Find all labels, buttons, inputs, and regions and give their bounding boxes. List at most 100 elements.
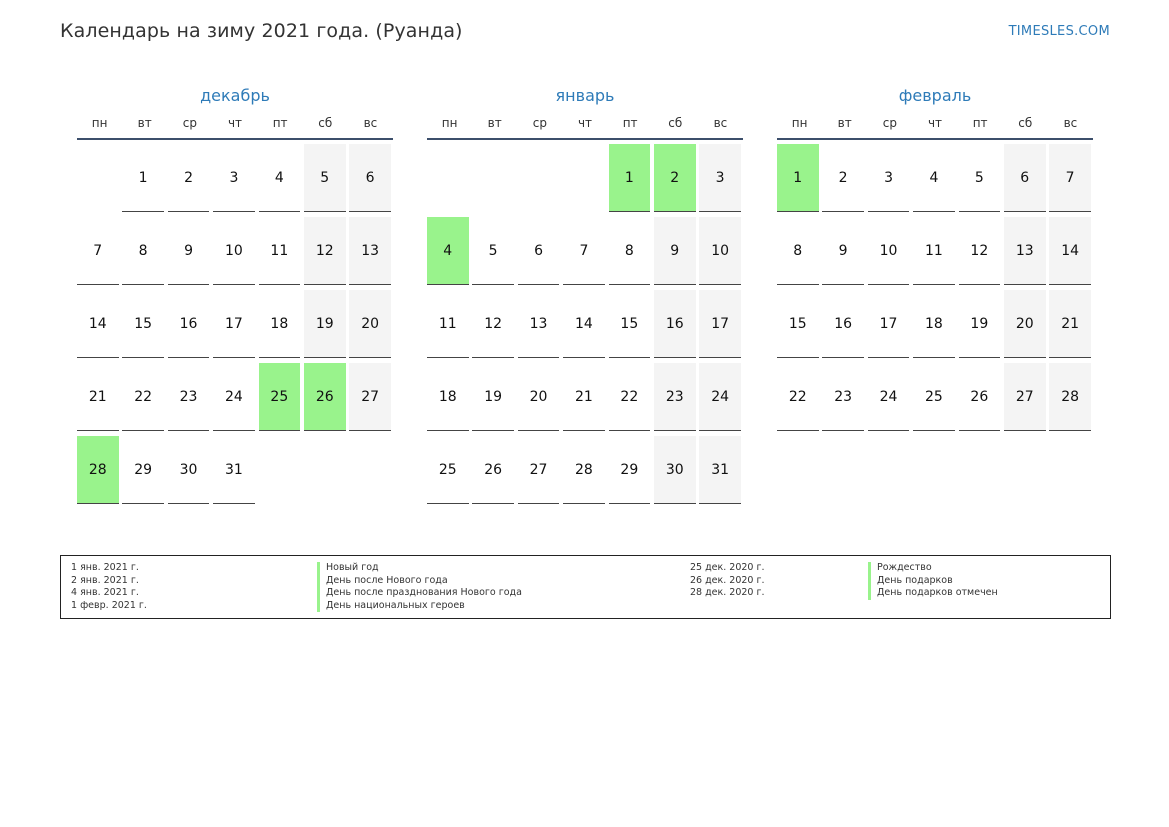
day-cell: 5 <box>958 144 1001 212</box>
day-cell: 7 <box>77 217 119 285</box>
day-cell: 19 <box>472 363 514 431</box>
day-cell: 23 <box>822 363 864 431</box>
weekday-label: чт <box>227 116 243 130</box>
day-cell: 31 <box>213 436 255 504</box>
day-cell: 30 <box>167 436 210 504</box>
day-cell: 14 <box>563 290 605 358</box>
day-cell: 25 <box>913 363 955 431</box>
weekday-label: чт <box>577 116 593 130</box>
day-cell: 14 <box>77 290 119 358</box>
day-cell: 27 <box>517 436 560 504</box>
weekday-label: ср <box>182 116 197 130</box>
month-january: январь пн вт ср чт пт сб вс 1 2 3 4 5 6 7 8 9 10 1… <box>427 84 743 504</box>
day-cell: 16 <box>654 290 696 358</box>
day-cell: 21 <box>1049 290 1091 358</box>
day-cell: 24 <box>867 363 910 431</box>
day-cell: 17 <box>699 290 741 358</box>
day-cell: 22 <box>122 363 164 431</box>
holiday-day-cell: 4 <box>427 217 469 285</box>
day-cell: 5 <box>304 144 346 212</box>
weekday-label: чт <box>927 116 943 130</box>
day-cell: 7 <box>1049 144 1091 212</box>
day-cell: 4 <box>258 144 301 212</box>
day-cell: 17 <box>213 290 255 358</box>
day-cell: 22 <box>608 363 651 431</box>
weekday-label: вс <box>713 116 728 130</box>
day-cell: 18 <box>427 363 469 431</box>
day-cell: 12 <box>958 217 1001 285</box>
day-cell: 10 <box>213 217 255 285</box>
weekday-label: пт <box>622 116 638 130</box>
day-cell: 9 <box>822 217 864 285</box>
weekday-header: пн вт ср чт пт сб вс <box>427 114 743 140</box>
month-title: декабрь <box>200 86 270 105</box>
day-cell: 11 <box>258 217 301 285</box>
weekday-header: пн вт ср чт пт сб вс <box>777 114 1093 140</box>
day-cell: 4 <box>913 144 955 212</box>
weekday-label: пн <box>91 116 108 130</box>
weekday-label: вт <box>137 116 152 130</box>
day-cell: 13 <box>517 290 560 358</box>
day-cell: 16 <box>167 290 210 358</box>
legend-holiday-name: День подарков отмечен <box>868 587 998 600</box>
day-cell: 2 <box>167 144 210 212</box>
day-cell: 24 <box>213 363 255 431</box>
site-link[interactable]: TIMESLES.COM <box>1008 24 1110 39</box>
day-cell: 3 <box>213 144 255 212</box>
day-cell: 25 <box>427 436 469 504</box>
day-cell: 15 <box>122 290 164 358</box>
legend-names-right: Рождество День подарков День подарков от… <box>868 562 998 600</box>
day-cell: 12 <box>472 290 514 358</box>
day-cell: 1 <box>122 144 164 212</box>
legend-date: 1 янв. 2021 г. <box>71 562 139 573</box>
day-cell: 11 <box>913 217 955 285</box>
holiday-day-cell: 2 <box>654 144 696 212</box>
legend-holiday-name: День после празднования Нового года <box>317 587 522 600</box>
legend-date: 25 дек. 2020 г. <box>690 562 765 573</box>
holiday-legend: 1 янв. 2021 г. 2 янв. 2021 г. 4 янв. 202… <box>60 555 1111 619</box>
day-cell: 8 <box>122 217 164 285</box>
weekday-label: пт <box>272 116 288 130</box>
day-cell: 27 <box>349 363 391 431</box>
legend-holiday-name: День подарков <box>868 574 998 588</box>
holiday-day-cell: 28 <box>77 436 119 504</box>
day-cell: 9 <box>167 217 210 285</box>
day-cell: 8 <box>777 217 819 285</box>
day-cell: 20 <box>517 363 560 431</box>
weekday-label: сб <box>668 116 683 130</box>
day-cell: 20 <box>1004 290 1046 358</box>
weekday-label: вт <box>487 116 502 130</box>
day-cell: 3 <box>699 144 741 212</box>
weekday-label: сб <box>1018 116 1033 130</box>
day-cell: 28 <box>1049 363 1091 431</box>
weekday-label: сб <box>318 116 333 130</box>
day-cell: 14 <box>1049 217 1091 285</box>
legend-date: 28 дек. 2020 г. <box>690 587 765 599</box>
weekday-label: ср <box>882 116 897 130</box>
day-cell: 18 <box>258 290 301 358</box>
day-cell: 13 <box>349 217 391 285</box>
day-cell: 19 <box>958 290 1001 358</box>
legend-date: 1 февр. 2021 г. <box>71 599 147 611</box>
day-cell: 18 <box>913 290 955 358</box>
day-cell: 5 <box>472 217 514 285</box>
month-february: февраль пн вт ср чт пт сб вс 1 2 3 4 5 6 7 8 9 10… <box>777 84 1093 431</box>
day-cell: 21 <box>563 363 605 431</box>
day-cell: 22 <box>777 363 819 431</box>
weekday-label: пт <box>972 116 988 130</box>
month-title: январь <box>555 86 615 105</box>
page-title: Календарь на зиму 2021 года. (Руанда) <box>60 20 463 42</box>
legend-holiday-name: Новый год <box>317 562 522 575</box>
day-cell: 15 <box>777 290 819 358</box>
day-cell: 19 <box>304 290 346 358</box>
day-cell: 7 <box>563 217 605 285</box>
day-cell: 23 <box>654 363 696 431</box>
legend-dates-left: 1 янв. 2021 г. 2 янв. 2021 г. 4 янв. 202… <box>71 562 147 612</box>
day-cell: 24 <box>699 363 741 431</box>
day-cell: 16 <box>822 290 864 358</box>
day-cell: 21 <box>77 363 119 431</box>
day-cell: 31 <box>699 436 741 504</box>
day-cell: 6 <box>1004 144 1046 212</box>
day-cell: 3 <box>867 144 910 212</box>
day-cell: 8 <box>608 217 651 285</box>
